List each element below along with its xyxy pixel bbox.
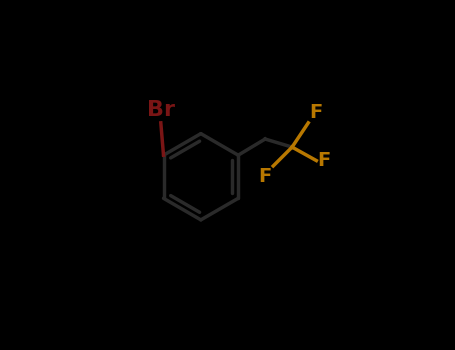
Text: F: F <box>309 103 323 121</box>
Text: F: F <box>258 167 272 186</box>
Text: Br: Br <box>147 100 175 120</box>
Text: F: F <box>318 151 331 170</box>
